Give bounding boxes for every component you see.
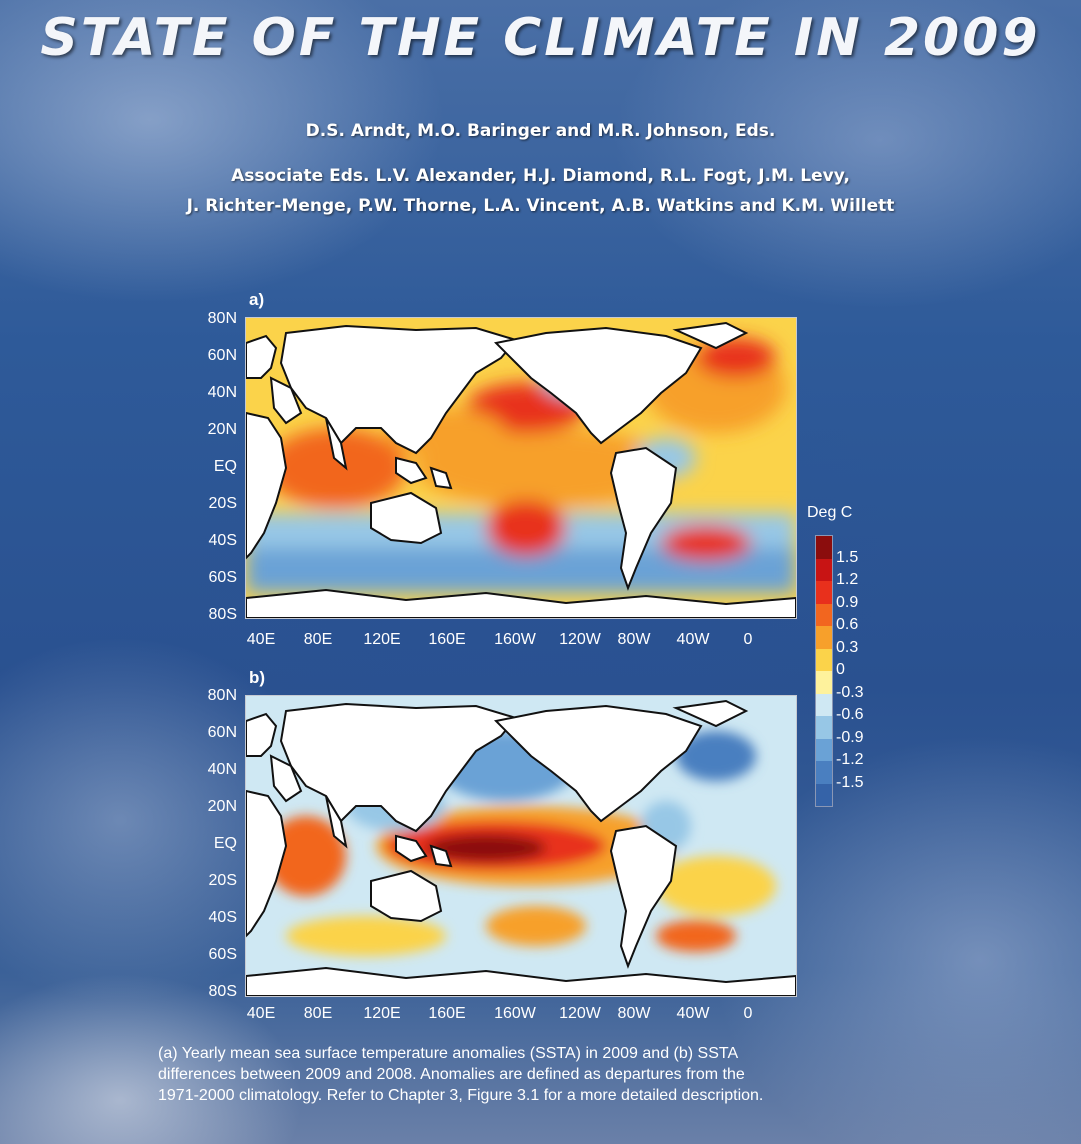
- lon-label: 120E: [363, 1005, 401, 1022]
- legend-tick-label: 0.3: [836, 638, 859, 656]
- lon-label: 160E: [428, 1005, 466, 1022]
- lat-label: 60N: [207, 724, 237, 741]
- lon-label: 120E: [363, 631, 401, 648]
- legend-tick-label: -0.3: [836, 683, 864, 701]
- lat-label: 40S: [208, 909, 237, 926]
- panel-b-map: [245, 695, 797, 997]
- legend-swatch: [816, 671, 832, 694]
- legend-swatch: [816, 783, 832, 806]
- legend-tick-label: -1.2: [836, 751, 864, 768]
- legend-tick-label: -0.9: [836, 728, 864, 746]
- caption-line-3: 1971-2000 climatology. Refer to Chapter …: [158, 1087, 764, 1104]
- legend-tick-label: 0.9: [836, 593, 859, 611]
- color-legend: [815, 535, 833, 807]
- legend-tick-label: 1.5: [836, 548, 859, 566]
- lat-label: 20S: [208, 495, 237, 512]
- legend-swatch: [816, 738, 832, 761]
- editors-line: D.S. Arndt, M.O. Baringer and M.R. Johns…: [305, 121, 776, 141]
- lat-label: 20S: [208, 872, 237, 889]
- lat-label: 20N: [207, 798, 237, 815]
- panel-a-label: a): [249, 290, 265, 309]
- lon-label: 40E: [246, 1005, 276, 1022]
- lat-label: 60S: [208, 946, 237, 963]
- lat-label: 40S: [208, 532, 237, 549]
- lon-label: 40W: [676, 1005, 710, 1022]
- legend-tick-label: 0: [836, 661, 845, 678]
- lon-label: 0: [743, 1005, 753, 1022]
- panel-b-label: b): [249, 668, 266, 687]
- panel-a-heatmap: [246, 318, 796, 618]
- lat-label: 60S: [208, 569, 237, 586]
- lat-label: 80S: [208, 606, 237, 623]
- caption-line-1: (a) Yearly mean sea surface temperature …: [158, 1045, 739, 1062]
- legend-tick-label: 1.2: [836, 571, 859, 588]
- lon-label: 160E: [428, 631, 466, 648]
- legend-tick-label: 0.6: [836, 616, 859, 633]
- lon-label: 40W: [676, 631, 710, 648]
- caption-line-2: differences between 2009 and 2008. Anoma…: [158, 1066, 745, 1083]
- figure-caption: (a) Yearly mean sea surface temperature …: [158, 1043, 918, 1106]
- lat-label: EQ: [213, 458, 237, 475]
- lon-label: 120W: [559, 631, 601, 648]
- lat-label: 60N: [207, 347, 237, 364]
- lon-label: 120W: [559, 1005, 601, 1022]
- lon-label: 160W: [494, 1005, 536, 1022]
- lat-label: 40N: [207, 384, 237, 401]
- legend-swatch: [816, 693, 832, 716]
- legend-swatch: [816, 761, 832, 784]
- associate-editors-line-2: J. Richter-Menge, P.W. Thorne, L.A. Vinc…: [186, 196, 895, 216]
- legend-swatch: [816, 536, 832, 559]
- legend-swatch: [816, 581, 832, 604]
- legend-tick-label: -0.6: [836, 706, 864, 723]
- legend-tick-label: -1.5: [836, 773, 864, 791]
- lon-label: 0: [743, 631, 753, 648]
- lon-label: 80E: [303, 1005, 333, 1022]
- legend-swatch: [816, 716, 832, 739]
- lon-label: 40E: [246, 631, 276, 648]
- legend-title: Deg C: [807, 504, 853, 521]
- associate-editors: Associate Eds. L.V. Alexander, H.J. Diam…: [0, 161, 1081, 221]
- legend-swatch: [816, 558, 832, 581]
- cover-title: STATE OF THE CLIMATE IN 2009: [40, 8, 1041, 68]
- lat-label: 40N: [207, 761, 237, 778]
- legend-swatch: [816, 603, 832, 626]
- legend-swatch: [816, 648, 832, 671]
- lat-label: 80S: [208, 983, 237, 1000]
- panel-b-heatmap: [246, 696, 796, 996]
- lon-label: 80W: [617, 631, 651, 648]
- panel-a-map: [245, 317, 797, 619]
- lon-label: 80W: [617, 1005, 651, 1022]
- lat-label: 80N: [207, 687, 237, 704]
- lon-label: 160W: [494, 631, 536, 648]
- lat-label: EQ: [213, 835, 237, 852]
- lon-label: 80E: [303, 631, 333, 648]
- associate-editors-line-1: Associate Eds. L.V. Alexander, H.J. Diam…: [231, 166, 850, 186]
- lat-label: 20N: [207, 421, 237, 438]
- lat-label: 80N: [207, 310, 237, 327]
- legend-swatch: [816, 626, 832, 649]
